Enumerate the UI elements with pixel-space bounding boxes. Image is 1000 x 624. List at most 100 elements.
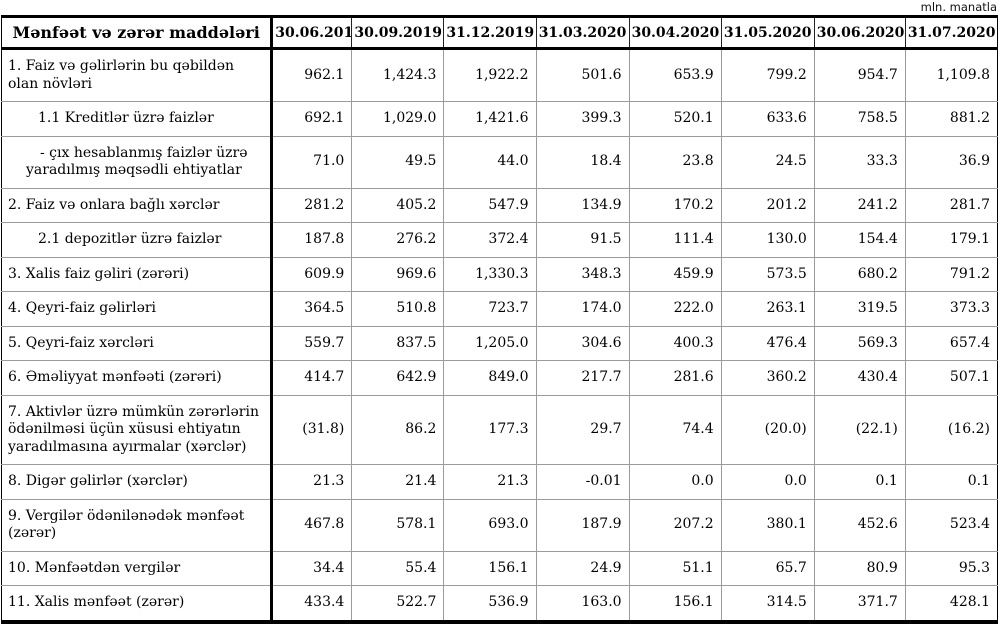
cell-value: 65.7 — [720, 550, 815, 586]
unit-label: mln. manatla — [920, 0, 997, 14]
cell-value: 405.2 — [351, 187, 444, 223]
row-label: 7. Aktivlər üzrə mümkün zərərlərin ödəni… — [1, 394, 274, 465]
cell-value: 263.1 — [720, 291, 815, 326]
cell-value: (22.1) — [813, 394, 906, 465]
cell-value: 34.4 — [271, 550, 352, 586]
cell-value: 134.9 — [535, 187, 630, 223]
column-header: 31.07.2020 — [904, 16, 998, 50]
header-row: Mənfəət və zərər maddələri 30.06.201930.… — [1, 16, 998, 50]
cell-value: 962.1 — [271, 48, 352, 102]
table-row: 5. Qeyri-faiz xərcləri 559.7 837.5 1,205.0 3… — [1, 325, 998, 361]
cell-value: 881.2 — [904, 101, 998, 136]
row-label: 1. Faiz və gəlirlərin bu qəbildən olan n… — [1, 48, 274, 102]
cell-value: 222.0 — [628, 291, 722, 326]
table-row: 9. Vergilər ödənilənədək mənfəət (zərər)… — [1, 498, 998, 551]
cell-value: 24.9 — [535, 550, 630, 586]
cell-value: 523.4 — [904, 498, 998, 551]
cell-value: 1,330.3 — [443, 256, 536, 292]
cell-value: 758.5 — [813, 101, 906, 136]
cell-value: 954.7 — [813, 48, 906, 102]
cell-value: 791.2 — [904, 256, 998, 292]
cell-value: 0.1 — [813, 464, 906, 499]
row-label: 9. Vergilər ödənilənədək mənfəət (zərər) — [1, 498, 274, 551]
table-row: 10. Mənfəətdən vergilər 34.4 55.4 156.1 24.9… — [1, 550, 998, 586]
column-header: 31.12.2019 — [443, 16, 536, 50]
cell-value: 281.7 — [904, 187, 998, 223]
table-row: 1. Faiz və gəlirlərin bu qəbildən olan n… — [1, 48, 998, 102]
cell-value: 156.1 — [628, 585, 722, 622]
profit-loss-table: Mənfəət və zərər maddələri 30.06.201930.… — [1, 15, 998, 624]
cell-value: 174.0 — [535, 291, 630, 326]
cell-value: 80.9 — [813, 550, 906, 586]
cell-value: 364.5 — [271, 291, 352, 326]
cell-value: 1,424.3 — [351, 48, 444, 102]
cell-value: 1,205.0 — [443, 325, 536, 361]
cell-value: -0.01 — [535, 464, 630, 499]
cell-value: 95.3 — [904, 550, 998, 586]
cell-value: 276.2 — [351, 222, 444, 257]
cell-value: 21.3 — [443, 464, 536, 499]
table-row: 4. Qeyri-faiz gəlirləri 364.5 510.8 723.7 17… — [1, 291, 998, 326]
cell-value: 241.2 — [813, 187, 906, 223]
cell-value: 49.5 — [351, 135, 444, 188]
cell-value: 433.4 — [271, 585, 352, 622]
table-title-cell: Mənfəət və zərər maddələri — [1, 16, 274, 50]
row-label: 2.1 depozitlər üzrə faizlər — [1, 222, 274, 257]
row-label: 4. Qeyri-faiz gəlirləri — [1, 291, 274, 326]
cell-value: 400.3 — [628, 325, 722, 361]
cell-value: 520.1 — [628, 101, 722, 136]
column-header: 31.03.2020 — [535, 16, 630, 50]
cell-value: 578.1 — [351, 498, 444, 551]
cell-value: 522.7 — [351, 585, 444, 622]
cell-value: 177.3 — [443, 394, 536, 465]
row-label: 11. Xalis mənfəət (zərər) — [1, 585, 274, 622]
column-header: 30.04.2020 — [628, 16, 722, 50]
cell-value: 372.4 — [443, 222, 536, 257]
cell-value: 207.2 — [628, 498, 722, 551]
cell-value: 849.0 — [443, 360, 536, 395]
cell-value: 476.4 — [720, 325, 815, 361]
cell-value: 452.6 — [813, 498, 906, 551]
row-label: 8. Digər gəlirlər (xərclər) — [1, 464, 274, 499]
cell-value: 371.7 — [813, 585, 906, 622]
table-row: 2.1 depozitlər üzrə faizlər 187.8 276.2 372… — [1, 222, 998, 257]
cell-value: 55.4 — [351, 550, 444, 586]
cell-value: 33.3 — [813, 135, 906, 188]
table-body: 1. Faiz və gəlirlərin bu qəbildən olan n… — [1, 48, 998, 622]
cell-value: 130.0 — [720, 222, 815, 257]
cell-value: 573.5 — [720, 256, 815, 292]
cell-value: 653.9 — [628, 48, 722, 102]
cell-value: 467.8 — [271, 498, 352, 551]
cell-value: 319.5 — [813, 291, 906, 326]
cell-value: 0.1 — [904, 464, 998, 499]
cell-value: 187.8 — [271, 222, 352, 257]
cell-value: 507.1 — [904, 360, 998, 395]
cell-value: 373.3 — [904, 291, 998, 326]
table-row: 7. Aktivlər üzrə mümkün zərərlərin ödəni… — [1, 394, 998, 465]
cell-value: 837.5 — [351, 325, 444, 361]
cell-value: (16.2) — [904, 394, 998, 465]
table-row: 6. Əməliyyat mənfəəti (zərəri) 414.7 642.9… — [1, 360, 998, 395]
cell-value: 536.9 — [443, 585, 536, 622]
cell-value: 86.2 — [351, 394, 444, 465]
cell-value: 1,109.8 — [904, 48, 998, 102]
column-header: 30.06.2020 — [813, 16, 906, 50]
cell-value: 569.3 — [813, 325, 906, 361]
cell-value: 380.1 — [720, 498, 815, 551]
cell-value: 609.9 — [271, 256, 352, 292]
cell-value: 430.4 — [813, 360, 906, 395]
cell-value: 314.5 — [720, 585, 815, 622]
cell-value: 1,922.2 — [443, 48, 536, 102]
cell-value: 21.3 — [271, 464, 352, 499]
cell-value: 201.2 — [720, 187, 815, 223]
cell-value: 154.4 — [813, 222, 906, 257]
cell-value: 559.7 — [271, 325, 352, 361]
cell-value: 23.8 — [628, 135, 722, 188]
row-label: 2. Faiz və onlara bağlı xərclər — [1, 187, 274, 223]
cell-value: 163.0 — [535, 585, 630, 622]
table-row: 8. Digər gəlirlər (xərclər) 21.3 21.4 21.3-… — [1, 464, 998, 499]
cell-value: 693.0 — [443, 498, 536, 551]
table-row: 1.1 Kreditlər üzrə faizlər 692.1 1,029.0 1,… — [1, 101, 998, 136]
table-row: - çıx hesablanmış faizlər üzrə yaradılmı… — [1, 135, 998, 188]
column-header: 31.05.2020 — [720, 16, 815, 50]
